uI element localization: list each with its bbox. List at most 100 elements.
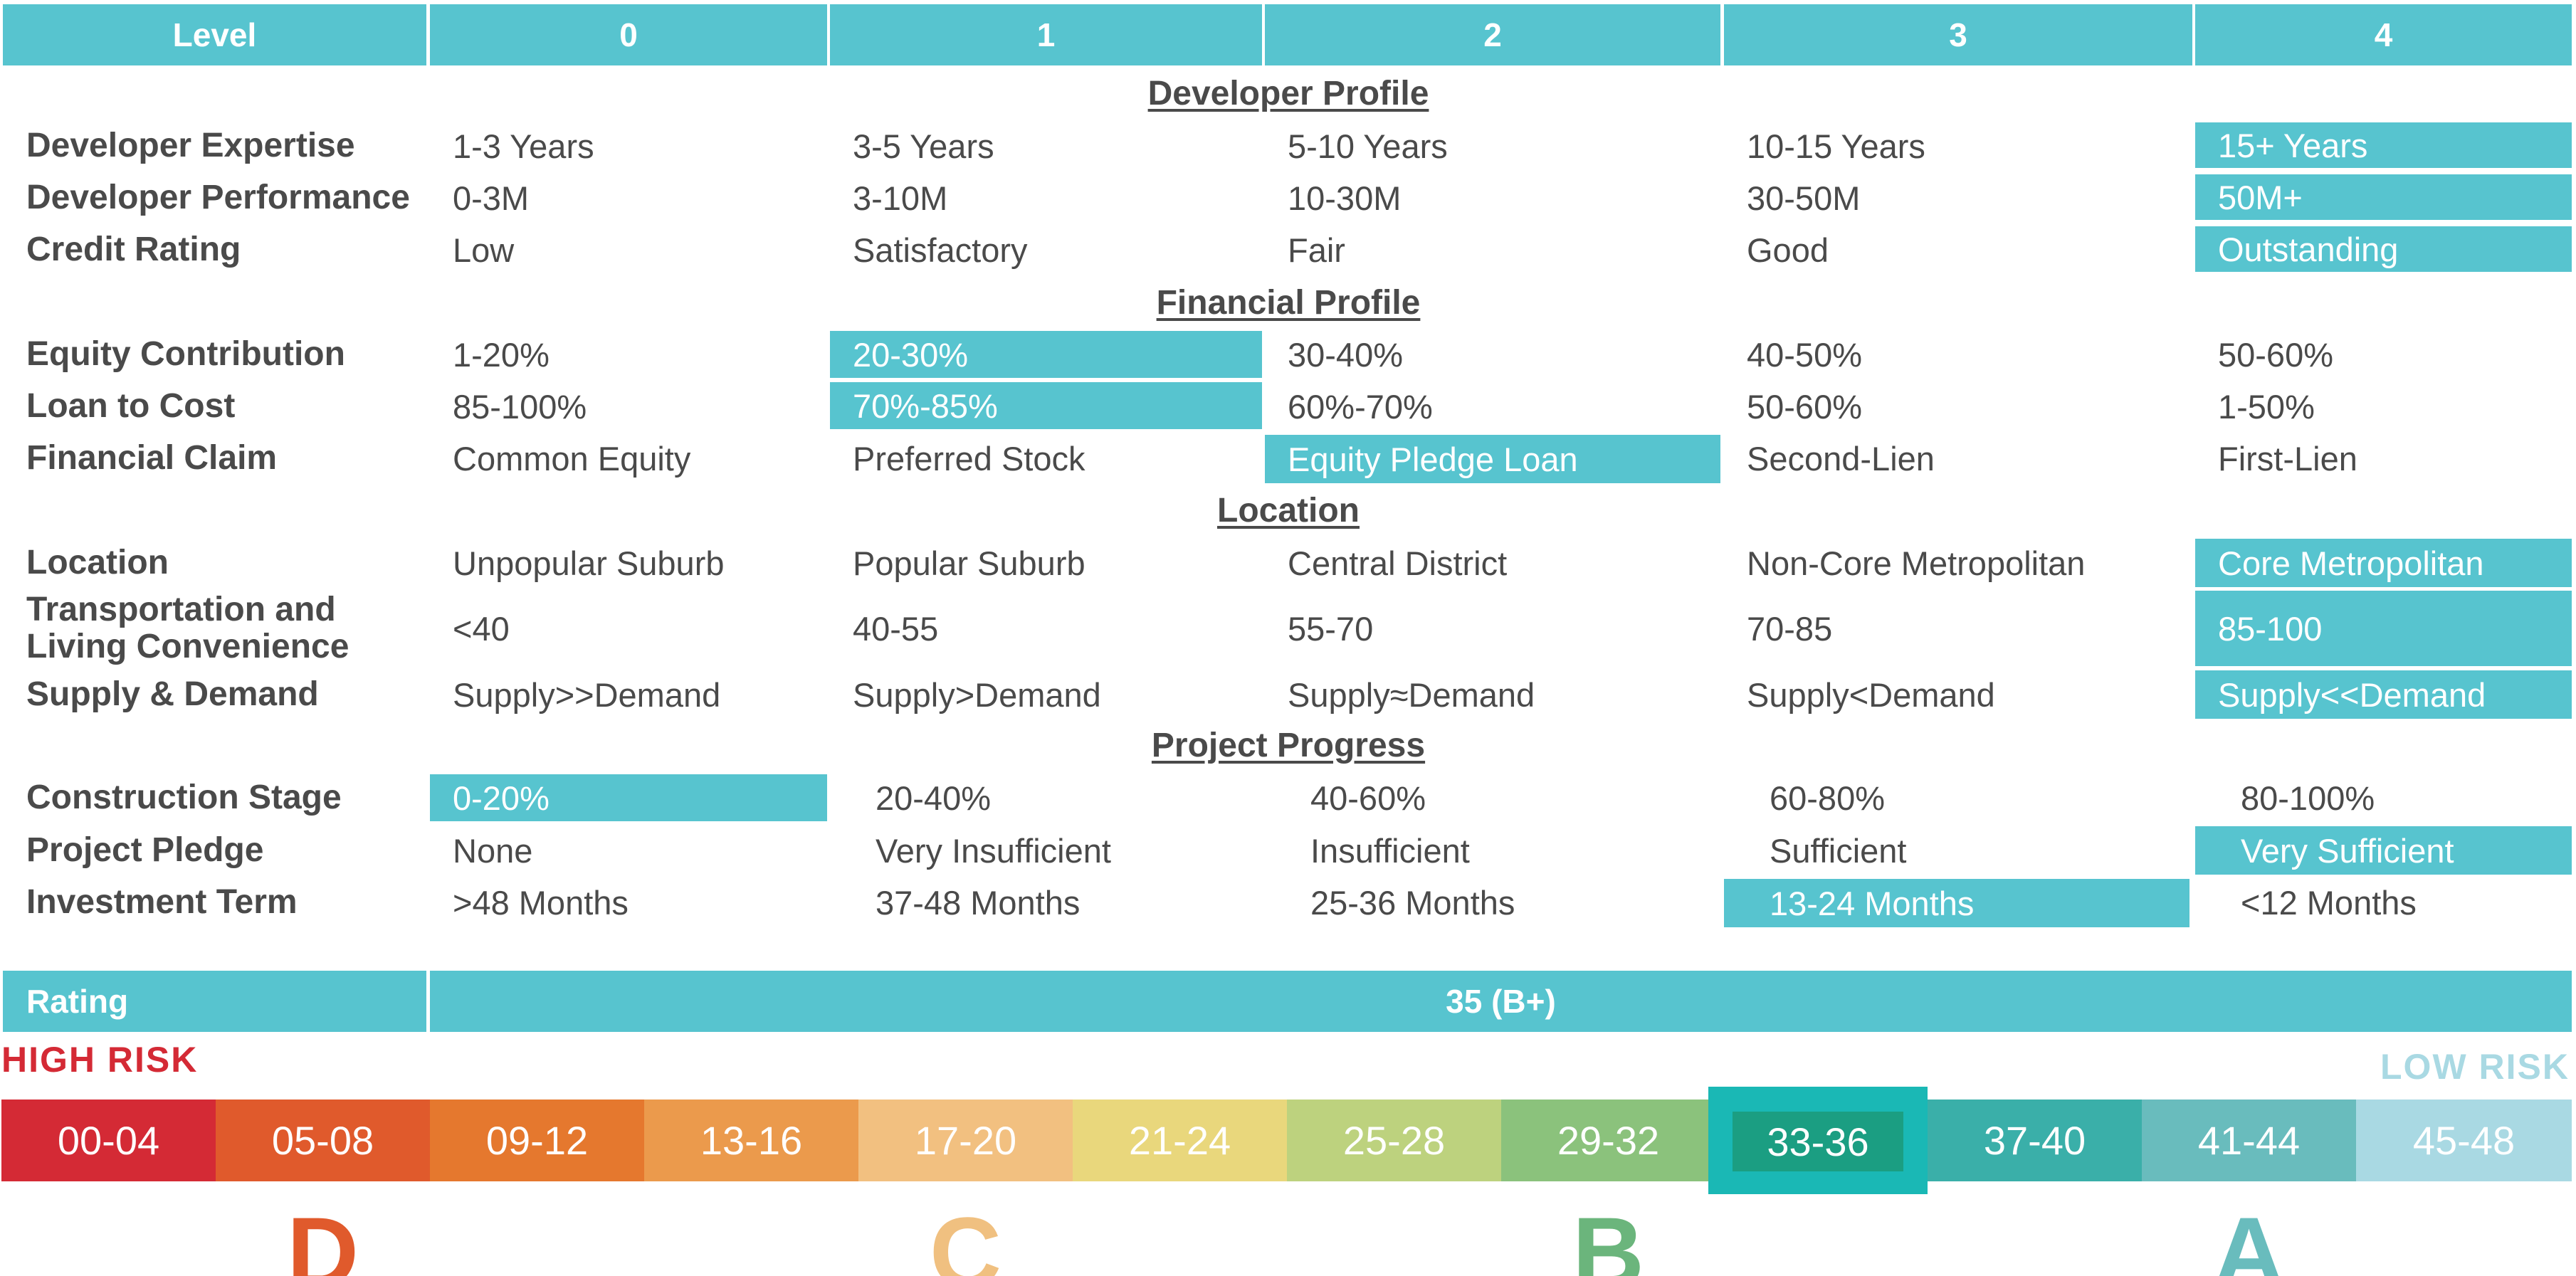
cell-financial-claim-4: First-Lien	[2218, 439, 2357, 478]
cell-developer-performance-4-selected: 50M+	[2195, 174, 2572, 220]
cell-location-2: Central District	[1288, 544, 1508, 582]
scale-band-41-44: 41-44	[2142, 1100, 2356, 1181]
high-risk-label: HIGH RISK	[1, 1040, 199, 1080]
cell-equity-contribution-1-selected: 20-30%	[830, 331, 1262, 378]
cell-developer-performance-2: 10-30M	[1288, 179, 1402, 217]
header-level-4: 4	[2195, 4, 2572, 65]
cell-supply-demand-4-selected: Supply<<Demand	[2195, 670, 2572, 719]
cell-construction-stage-3: 60-80%	[1770, 779, 1885, 817]
cell-project-pledge-0: None	[453, 831, 533, 870]
cell-project-pledge-2: Insufficient	[1310, 831, 1470, 870]
cell-financial-claim-0: Common Equity	[453, 439, 691, 478]
cell-construction-stage-1: 20-40%	[876, 779, 991, 817]
cell-developer-performance-3: 30-50M	[1747, 179, 1861, 217]
scale-band-09-12: 09-12	[430, 1100, 644, 1181]
row-label-equity-contribution: Equity Contribution	[26, 335, 345, 374]
cell-investment-term-3-selected: 13-24 Months	[1724, 879, 2189, 927]
cell-supply-demand-2: Supply≈Demand	[1288, 675, 1535, 714]
row-label-loan-to-cost: Loan to Cost	[26, 387, 236, 426]
row-label-transportation: Transportation and Living Convenience	[0, 589, 427, 668]
cell-transportation-0: <40	[453, 609, 510, 648]
scale-band-33-36-selected-frame: 33-36	[1708, 1087, 1928, 1194]
row-label-investment-term: Investment Term	[26, 883, 298, 922]
section-title-location: Location	[1217, 492, 1360, 529]
cell-project-pledge-4-selected: Very Sufficient	[2195, 826, 2572, 875]
header-level-1: 1	[830, 4, 1262, 65]
cell-credit-rating-3: Good	[1747, 231, 1829, 269]
cell-loan-to-cost-0: 85-100%	[453, 387, 587, 426]
cell-financial-claim-1: Preferred Stock	[853, 439, 1085, 478]
cell-credit-rating-2: Fair	[1288, 231, 1345, 269]
cell-equity-contribution-0: 1-20%	[453, 335, 550, 374]
score-scale: 00-04 05-08 09-12 13-16 17-20 21-24 25-2…	[0, 1087, 2572, 1194]
row-label-transportation-line1: Transportation and	[26, 591, 336, 629]
cell-loan-to-cost-2: 60%-70%	[1288, 387, 1433, 426]
grade-a: A	[2212, 1203, 2286, 1276]
scale-band-33-36-selected: 33-36	[1733, 1112, 1903, 1171]
cell-transportation-2: 55-70	[1288, 609, 1374, 648]
cell-transportation-1: 40-55	[853, 609, 939, 648]
scale-band-17-20: 17-20	[858, 1100, 1073, 1181]
rating-label: Rating	[3, 971, 426, 1032]
cell-transportation-3: 70-85	[1747, 609, 1833, 648]
scale-band-45-48: 45-48	[2356, 1100, 2572, 1181]
grade-b: B	[1572, 1203, 1645, 1276]
cell-investment-term-0: >48 Months	[453, 883, 629, 922]
row-label-developer-performance: Developer Performance	[26, 179, 410, 217]
cell-equity-contribution-2: 30-40%	[1288, 335, 1403, 374]
scale-band-21-24: 21-24	[1073, 1100, 1287, 1181]
cell-developer-expertise-3: 10-15 Years	[1747, 127, 1925, 165]
grade-c: C	[929, 1203, 1002, 1276]
cell-investment-term-4: <12 Months	[2241, 883, 2417, 922]
rating-value: 35 (B+)	[430, 971, 2572, 1032]
cell-developer-expertise-0: 1-3 Years	[453, 127, 594, 165]
scale-band-00-04: 00-04	[1, 1100, 216, 1181]
grade-d: D	[286, 1203, 359, 1276]
header-level-0: 0	[430, 4, 827, 65]
cell-construction-stage-0-selected: 0-20%	[430, 774, 827, 821]
row-label-location: Location	[26, 544, 169, 582]
row-label-supply-demand: Supply & Demand	[26, 675, 319, 714]
cell-developer-performance-1: 3-10M	[853, 179, 948, 217]
cell-transportation-4-selected: 85-100	[2195, 591, 2572, 666]
section-title-developer-profile: Developer Profile	[1147, 75, 1429, 112]
row-label-project-pledge: Project Pledge	[26, 831, 264, 870]
cell-credit-rating-4-selected: Outstanding	[2195, 226, 2572, 272]
row-label-construction-stage: Construction Stage	[26, 779, 342, 817]
cell-investment-term-1: 37-48 Months	[876, 883, 1081, 922]
cell-equity-contribution-4: 50-60%	[2218, 335, 2333, 374]
cell-construction-stage-2: 40-60%	[1310, 779, 1426, 817]
cell-credit-rating-1: Satisfactory	[853, 231, 1028, 269]
scale-band-25-28: 25-28	[1287, 1100, 1501, 1181]
section-title-project-progress: Project Progress	[1151, 727, 1426, 764]
row-label-developer-expertise: Developer Expertise	[26, 127, 355, 165]
cell-loan-to-cost-4: 1-50%	[2218, 387, 2315, 426]
row-label-financial-claim: Financial Claim	[26, 439, 278, 478]
cell-developer-expertise-4-selected: 15+ Years	[2195, 122, 2572, 168]
cell-project-pledge-3: Sufficient	[1770, 831, 1907, 870]
cell-loan-to-cost-3: 50-60%	[1747, 387, 1862, 426]
cell-location-1: Popular Suburb	[853, 544, 1085, 582]
cell-supply-demand-1: Supply>Demand	[853, 675, 1101, 714]
section-title-financial-profile: Financial Profile	[1156, 284, 1421, 322]
cell-financial-claim-2-selected: Equity Pledge Loan	[1265, 435, 1720, 483]
row-label-credit-rating: Credit Rating	[26, 231, 241, 269]
scale-band-37-40: 37-40	[1928, 1100, 2142, 1181]
scale-band-05-08: 05-08	[216, 1100, 430, 1181]
cell-location-4-selected: Core Metropolitan	[2195, 539, 2572, 587]
cell-supply-demand-3: Supply<Demand	[1747, 675, 1995, 714]
cell-project-pledge-1: Very Insufficient	[876, 831, 1111, 870]
scale-band-13-16: 13-16	[644, 1100, 858, 1181]
header-level-2: 2	[1265, 4, 1720, 65]
cell-financial-claim-3: Second-Lien	[1747, 439, 1935, 478]
header-level-label: Level	[3, 4, 426, 65]
cell-credit-rating-0: Low	[453, 231, 515, 269]
scale-band-29-32: 29-32	[1501, 1100, 1715, 1181]
cell-loan-to-cost-1-selected: 70%-85%	[830, 382, 1262, 429]
header-level-3: 3	[1724, 4, 2192, 65]
cell-equity-contribution-3: 40-50%	[1747, 335, 1862, 374]
low-risk-label: LOW RISK	[2380, 1047, 2570, 1087]
row-label-transportation-line2: Living Convenience	[26, 628, 349, 665]
cell-developer-expertise-2: 5-10 Years	[1288, 127, 1448, 165]
cell-location-3: Non-Core Metropolitan	[1747, 544, 2086, 582]
